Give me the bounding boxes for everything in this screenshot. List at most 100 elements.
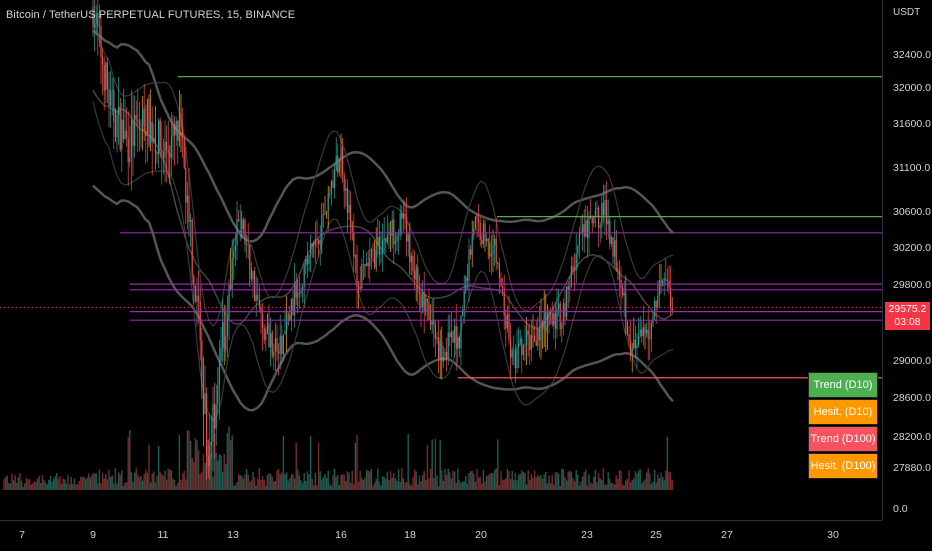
candle-body <box>607 220 609 225</box>
volume-bar <box>105 474 107 490</box>
volume-bar <box>281 472 283 490</box>
volume-bar <box>553 484 555 490</box>
candle-body <box>556 308 558 329</box>
volume-bar <box>255 485 257 490</box>
volume-bar <box>237 474 240 490</box>
volume-bars <box>3 426 673 490</box>
candle-body <box>313 244 315 247</box>
volume-bar <box>485 476 488 490</box>
volume-bar <box>242 478 245 490</box>
time-tick-label: 20 <box>475 529 487 541</box>
candle-body <box>119 106 121 150</box>
volume-bar <box>423 471 425 490</box>
candle-body <box>113 90 115 123</box>
candle-body <box>316 239 318 240</box>
candle-body <box>586 220 588 239</box>
volume-bar <box>119 474 121 490</box>
candle-body <box>578 232 580 246</box>
candle-body <box>142 108 144 125</box>
volume-bar <box>175 485 177 490</box>
candle-body <box>574 270 576 272</box>
candle-body <box>606 199 608 225</box>
volume-bar <box>191 457 193 490</box>
volume-bar <box>103 478 105 490</box>
volume-bar <box>359 470 361 490</box>
candle-body <box>124 130 126 140</box>
volume-bar <box>418 475 421 490</box>
volume-bar <box>247 474 249 490</box>
volume-bar <box>46 484 48 490</box>
indicator-band-line <box>92 101 674 422</box>
volume-bar <box>346 471 349 490</box>
volume-bar <box>56 473 58 490</box>
candle-body <box>546 325 548 332</box>
candle-body <box>449 332 451 337</box>
volume-bar <box>188 430 190 490</box>
candle-body <box>594 209 596 217</box>
candle-body <box>521 338 523 356</box>
volume-bar <box>241 475 243 490</box>
volume-bar <box>43 479 45 490</box>
volume-bar <box>114 468 117 490</box>
volume-bar <box>245 468 248 490</box>
volume-bar <box>516 480 518 490</box>
candle-body <box>318 239 320 245</box>
candle-body <box>486 238 488 242</box>
volume-bar <box>361 478 363 490</box>
volume-bar <box>8 483 10 490</box>
volume-bar <box>273 481 275 490</box>
volume-bar <box>4 476 7 490</box>
volume-bar <box>497 439 499 490</box>
candle-body <box>166 141 168 151</box>
volume-bar <box>297 469 299 490</box>
volume-bar <box>329 484 331 490</box>
volume-bar <box>221 471 224 490</box>
volume-bar <box>642 481 645 490</box>
price-chart[interactable] <box>0 0 882 520</box>
candle-body <box>438 337 440 359</box>
volume-bar <box>335 476 337 490</box>
volume-bar <box>28 479 31 490</box>
volume-bar <box>621 484 624 490</box>
volume-bar <box>489 473 491 490</box>
volume-bar <box>367 471 369 490</box>
volume-bar <box>199 474 201 490</box>
candle-body <box>572 266 574 271</box>
price-tick-label: 28600.0 <box>893 392 931 404</box>
volume-bar <box>620 471 622 490</box>
volume-bar <box>455 482 457 490</box>
candle-body <box>457 337 459 349</box>
volume-bar <box>487 475 489 490</box>
volume-bar <box>35 481 37 490</box>
candle-body <box>524 345 526 346</box>
time-tick-label: 13 <box>227 529 239 541</box>
current-price-badge: 29575.2 03:08 <box>885 302 930 330</box>
volume-bar <box>138 477 141 490</box>
volume-bar <box>575 470 577 490</box>
volume-bar <box>594 469 597 490</box>
volume-bar <box>508 471 510 490</box>
volume-bar <box>586 485 589 490</box>
volume-bar <box>354 442 357 490</box>
candle-body <box>319 240 321 245</box>
candle-body <box>223 322 225 352</box>
candle-body <box>249 244 251 269</box>
volume-bar <box>271 476 273 490</box>
volume-bar <box>276 470 278 490</box>
candle-body <box>350 204 352 226</box>
time-axis[interactable]: 7 9 11 13 16 18 20 23 25 27 30 <box>0 520 882 551</box>
volume-bar <box>585 469 587 490</box>
candle-body <box>170 136 172 158</box>
candle-body <box>143 108 145 132</box>
volume-bar <box>668 471 670 490</box>
volume-bar <box>471 470 473 490</box>
volume-bar <box>580 481 582 490</box>
price-axis[interactable]: USDT 32400.0 32000.0 31600.0 31100.0 30600.0… <box>882 0 932 520</box>
volume-bar <box>428 478 430 490</box>
volume-bar <box>433 477 435 490</box>
volume-bar <box>25 478 28 490</box>
candle-body <box>210 441 212 446</box>
volume-bar <box>442 481 445 490</box>
volume-bar <box>274 481 277 490</box>
candle-body <box>610 237 612 244</box>
